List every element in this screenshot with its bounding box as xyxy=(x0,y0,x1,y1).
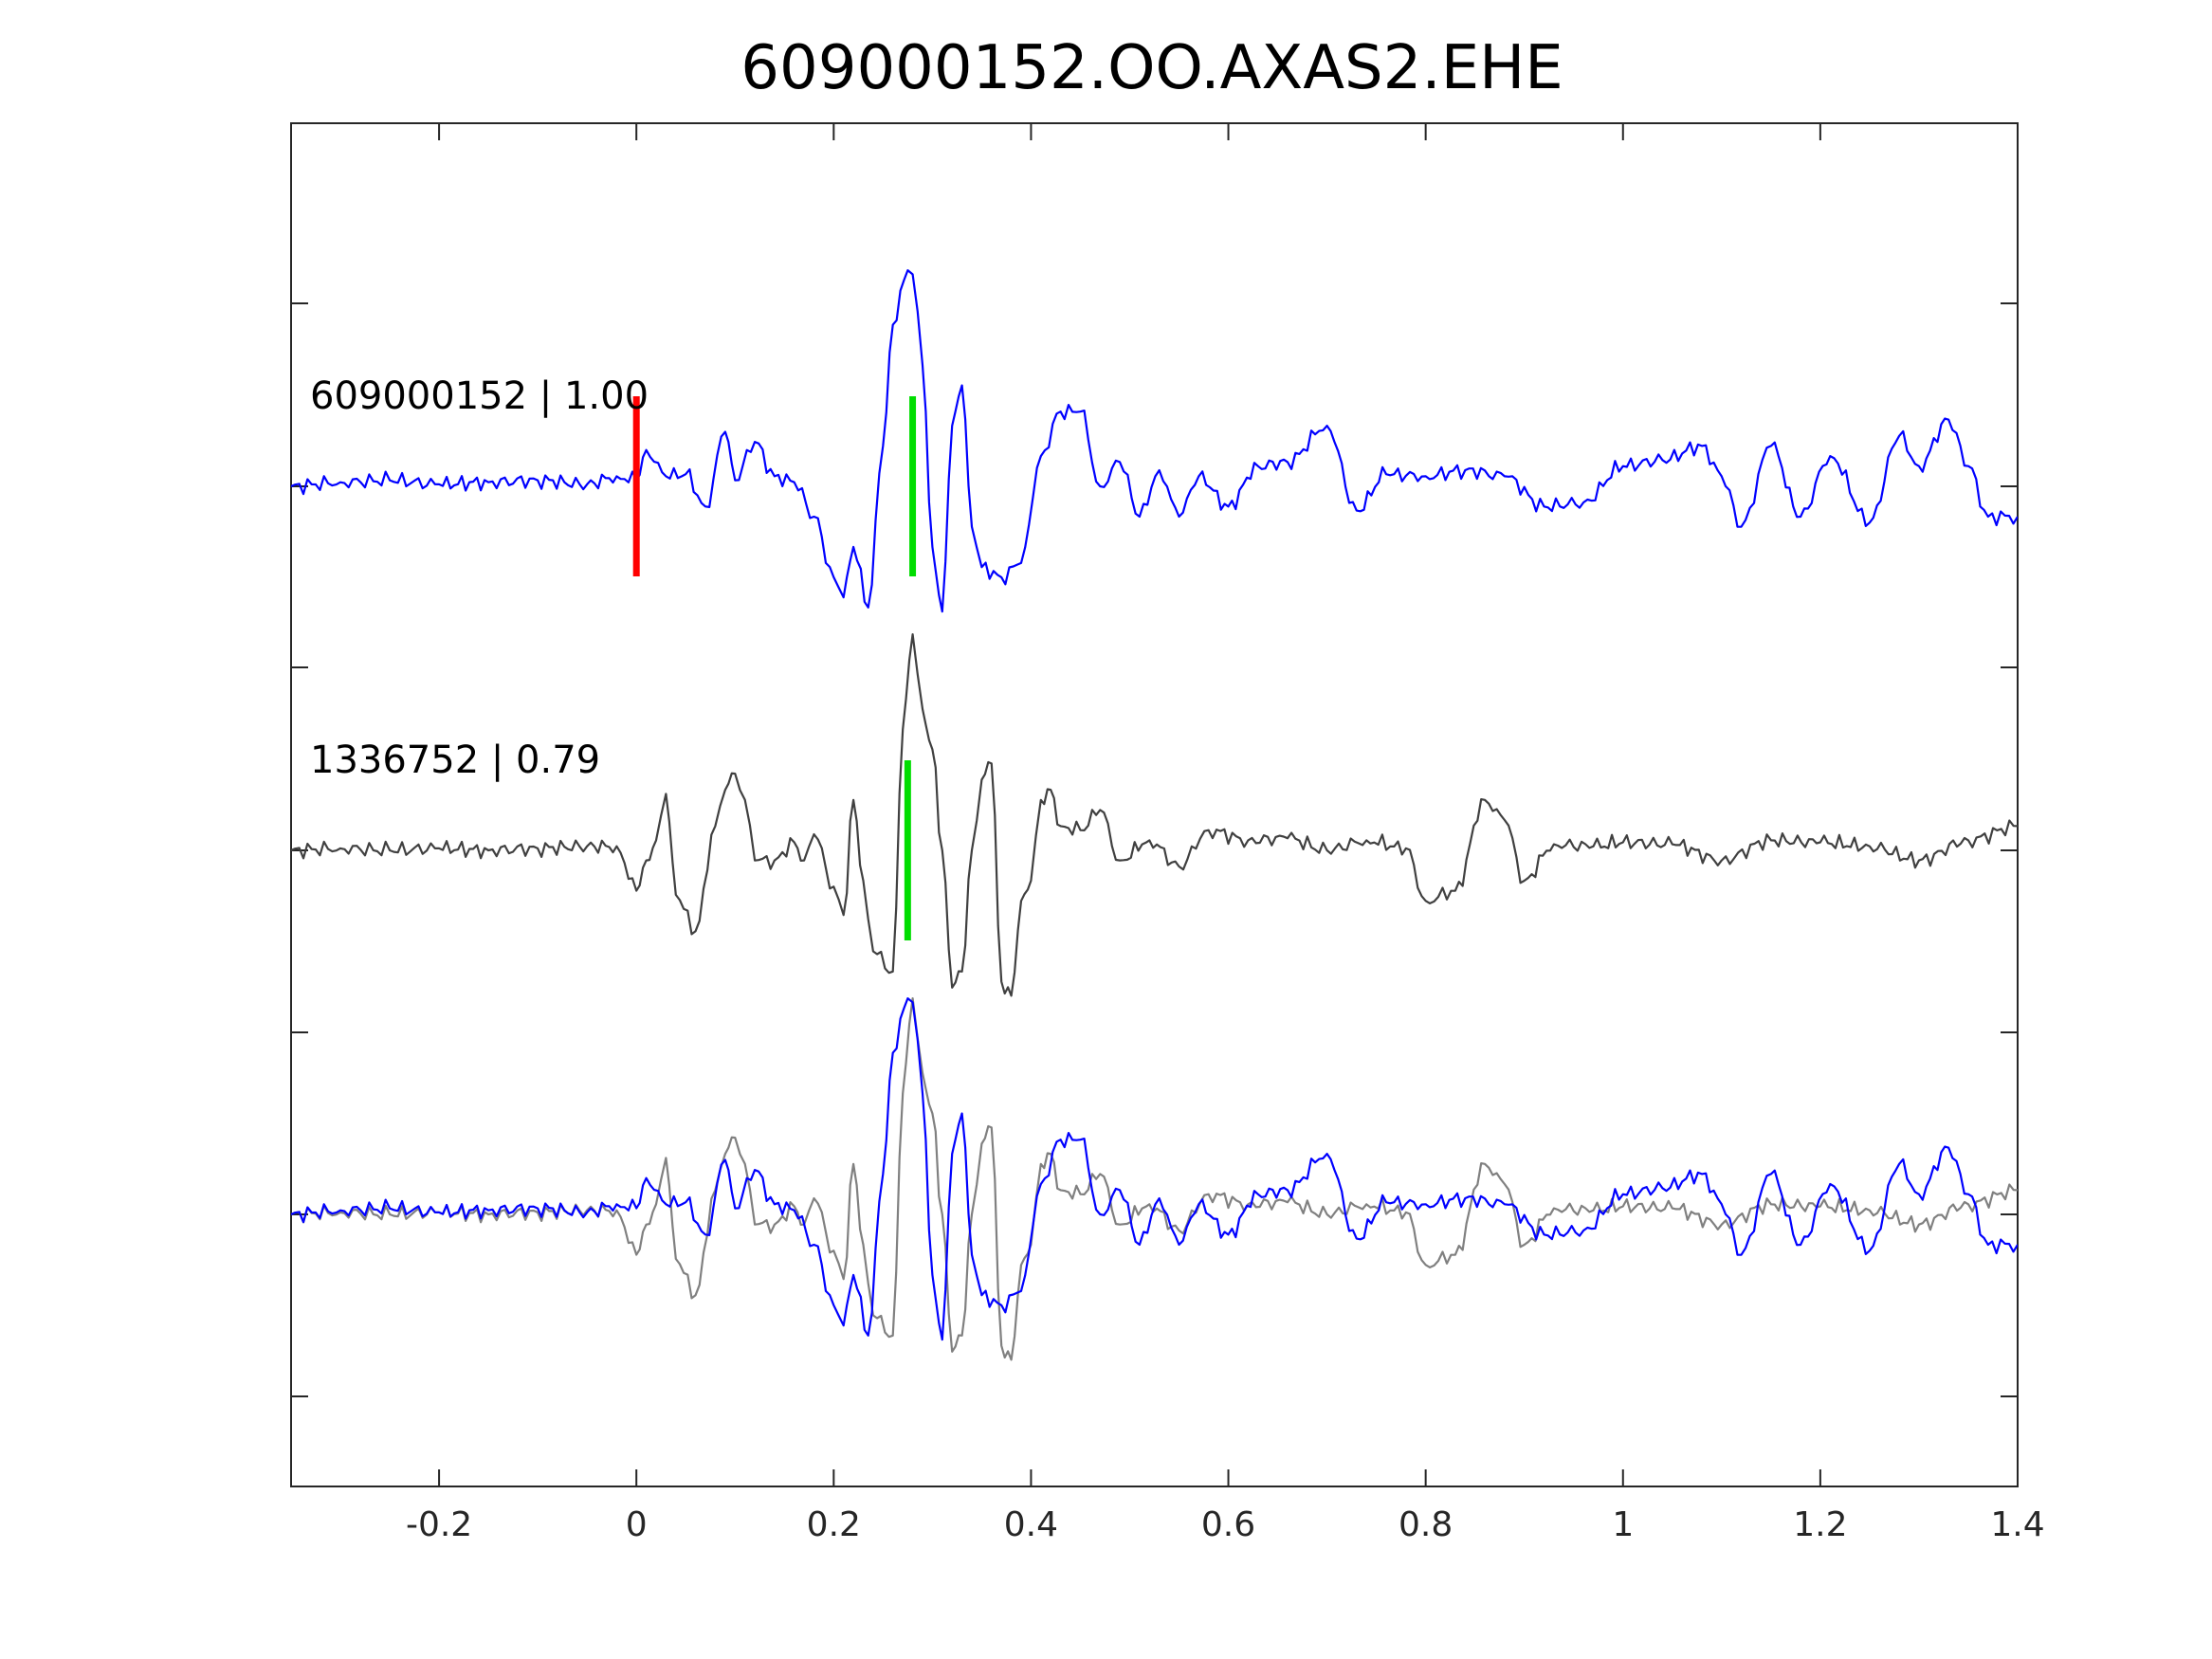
trace-line-panel-3-series-2 xyxy=(291,997,2018,1341)
x-tick-label: 1.4 xyxy=(1990,1505,2044,1544)
trace-label-panel-2: 1336752 | 0.79 xyxy=(310,738,600,782)
x-tick-label: 0.2 xyxy=(807,1505,861,1544)
x-tick-label: 0.6 xyxy=(1201,1505,1255,1544)
trace-line-panel-3-series-1 xyxy=(291,997,2018,1361)
chart-title: 609000152.OO.AXAS2.EHE xyxy=(740,33,1563,103)
x-tick-label: 0.8 xyxy=(1398,1505,1453,1544)
x-tick-label: 1 xyxy=(1612,1505,1634,1544)
trace-label-panel-1: 609000152 | 1.00 xyxy=(310,374,649,418)
trace-line-panel-1-series-1 xyxy=(291,269,2018,613)
trace-line-panel-2-series-1 xyxy=(291,633,2018,997)
x-tick-label: 1.2 xyxy=(1793,1505,1847,1544)
x-tick-label: 0 xyxy=(626,1505,648,1544)
x-tick-label: 0.4 xyxy=(1004,1505,1058,1544)
x-tick-label: -0.2 xyxy=(406,1505,472,1544)
plot-area: -0.2 0 0.2 0.4 0.6 0.8 1 1.2 1.4 609000152 | 1.00… xyxy=(290,122,2045,1544)
axes-frame xyxy=(290,122,2019,1487)
